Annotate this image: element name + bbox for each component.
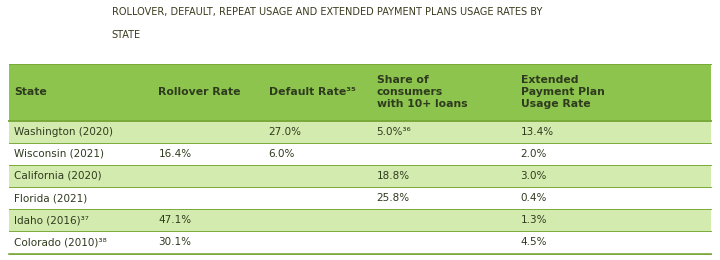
Text: 5.0%³⁶: 5.0%³⁶ [377,127,411,137]
Bar [9,165,711,187]
Text: 3.0%: 3.0% [521,171,547,181]
Bar [9,121,711,143]
Text: 2.0%: 2.0% [521,149,547,159]
Text: 47.1%: 47.1% [158,215,192,225]
Text: Colorado (2010)³⁸: Colorado (2010)³⁸ [14,237,107,248]
Text: 25.8%: 25.8% [377,193,410,203]
Text: Rollover Rate: Rollover Rate [158,87,241,97]
Text: Florida (2021): Florida (2021) [14,193,88,203]
Text: 6.0%: 6.0% [269,149,295,159]
Text: 0.4%: 0.4% [521,193,547,203]
Text: Idaho (2016)³⁷: Idaho (2016)³⁷ [14,215,89,225]
Text: 18.8%: 18.8% [377,171,410,181]
Bar [9,187,711,209]
Text: 1.3%: 1.3% [521,215,547,225]
Text: Share of
consumers
with 10+ loans: Share of consumers with 10+ loans [377,75,467,109]
Text: State: State [14,87,47,97]
Text: 16.4%: 16.4% [158,149,192,159]
Bar [9,143,711,165]
Text: Extended
Payment Plan
Usage Rate: Extended Payment Plan Usage Rate [521,75,604,109]
Bar [9,64,711,121]
Text: 4.5%: 4.5% [521,237,547,248]
Text: Washington (2020): Washington (2020) [14,127,114,137]
Text: Wisconsin (2021): Wisconsin (2021) [14,149,104,159]
Text: Default Rate³⁵: Default Rate³⁵ [269,87,356,97]
Text: California (2020): California (2020) [14,171,102,181]
Bar [9,209,711,231]
Text: STATE: STATE [112,30,140,40]
Text: 30.1%: 30.1% [158,237,192,248]
Text: 13.4%: 13.4% [521,127,554,137]
Text: ROLLOVER, DEFAULT, REPEAT USAGE AND EXTENDED PAYMENT PLANS USAGE RATES BY: ROLLOVER, DEFAULT, REPEAT USAGE AND EXTE… [112,6,542,16]
Bar [9,231,711,254]
Text: 27.0%: 27.0% [269,127,302,137]
